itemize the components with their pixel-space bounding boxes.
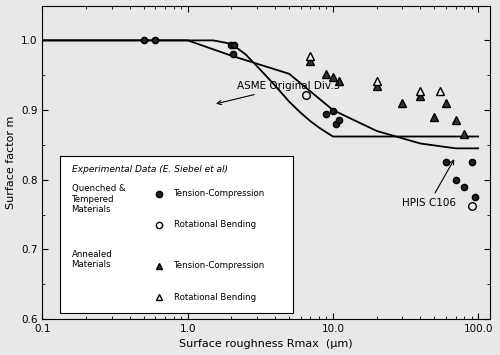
Text: HPIS C106: HPIS C106 [402,160,456,208]
X-axis label: Surface roughness Rmax  (μm): Surface roughness Rmax (μm) [180,339,353,349]
Bar [60,156,293,313]
Text: Experimental Data (E. Siebel et al): Experimental Data (E. Siebel et al) [72,165,228,174]
Text: Quenched &
Tempered
Materials: Quenched & Tempered Materials [72,184,125,214]
Text: Rotational Bending: Rotational Bending [174,293,256,302]
Text: Tension-Compression: Tension-Compression [174,261,266,270]
Text: Rotational Bending: Rotational Bending [174,220,256,229]
Text: Annealed
Materials: Annealed Materials [72,250,112,269]
Text: Tension-Compression: Tension-Compression [174,189,266,198]
Text: ASME Original Div.3: ASME Original Div.3 [217,81,340,105]
Y-axis label: Surface factor m: Surface factor m [6,116,16,209]
